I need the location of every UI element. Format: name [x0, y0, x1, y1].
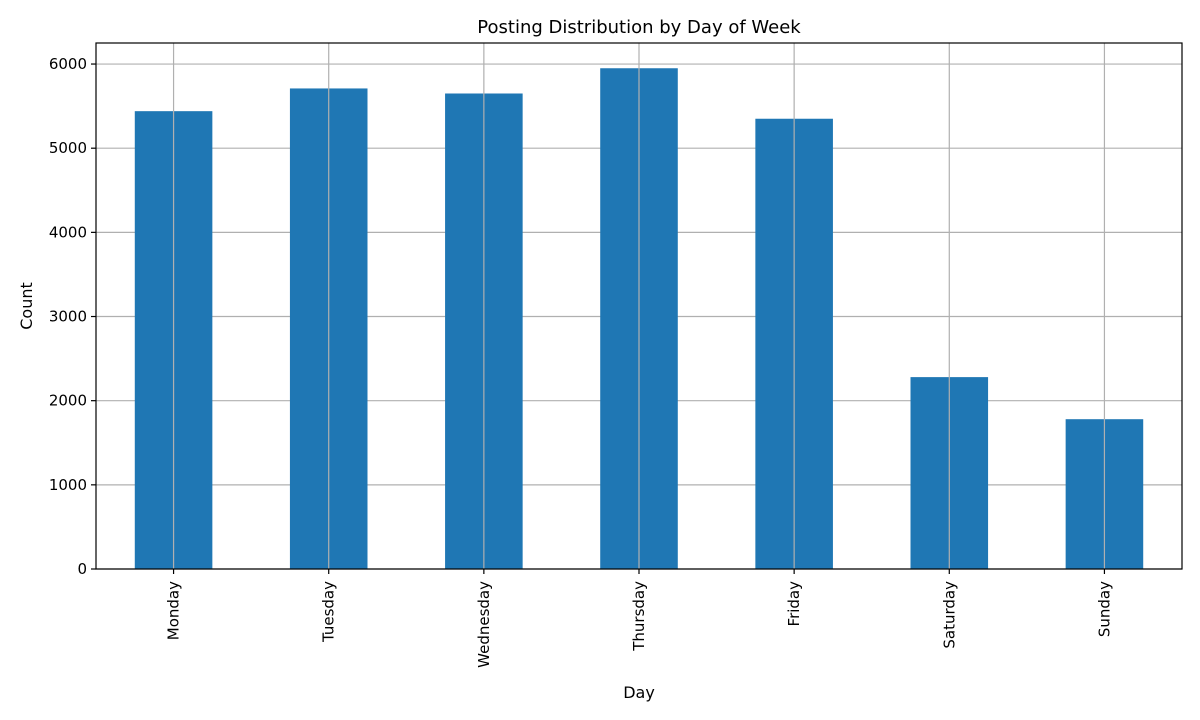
y-tick-label: 0: [77, 560, 87, 578]
x-tick-label: Wednesday: [475, 581, 493, 668]
y-axis-label: Count: [17, 282, 36, 330]
x-tick-label: Thursday: [630, 581, 648, 652]
x-tick-label: Saturday: [940, 581, 958, 649]
x-tick-label: Friday: [785, 581, 803, 627]
x-axis-label: Day: [623, 683, 655, 702]
y-tick-label: 6000: [49, 55, 87, 73]
x-tick-label: Sunday: [1095, 581, 1113, 637]
y-tick-label: 2000: [49, 392, 87, 410]
vertical-grid-lines: [172, 43, 1106, 569]
x-axis: Monday Tuesday Wednesday Thursday Friday Satu…: [165, 569, 1113, 668]
y-tick-label: 1000: [49, 476, 87, 494]
chart-title: Posting Distribution by Day of Week: [477, 17, 801, 38]
x-tick-label: Monday: [165, 581, 183, 640]
y-axis: 0 1000 2000 3000 4000 5000 6000: [49, 55, 96, 578]
y-tick-label: 3000: [49, 308, 87, 326]
x-tick-label: Tuesday: [320, 581, 338, 643]
y-tick-label: 4000: [49, 223, 87, 241]
y-tick-label: 5000: [49, 139, 87, 157]
